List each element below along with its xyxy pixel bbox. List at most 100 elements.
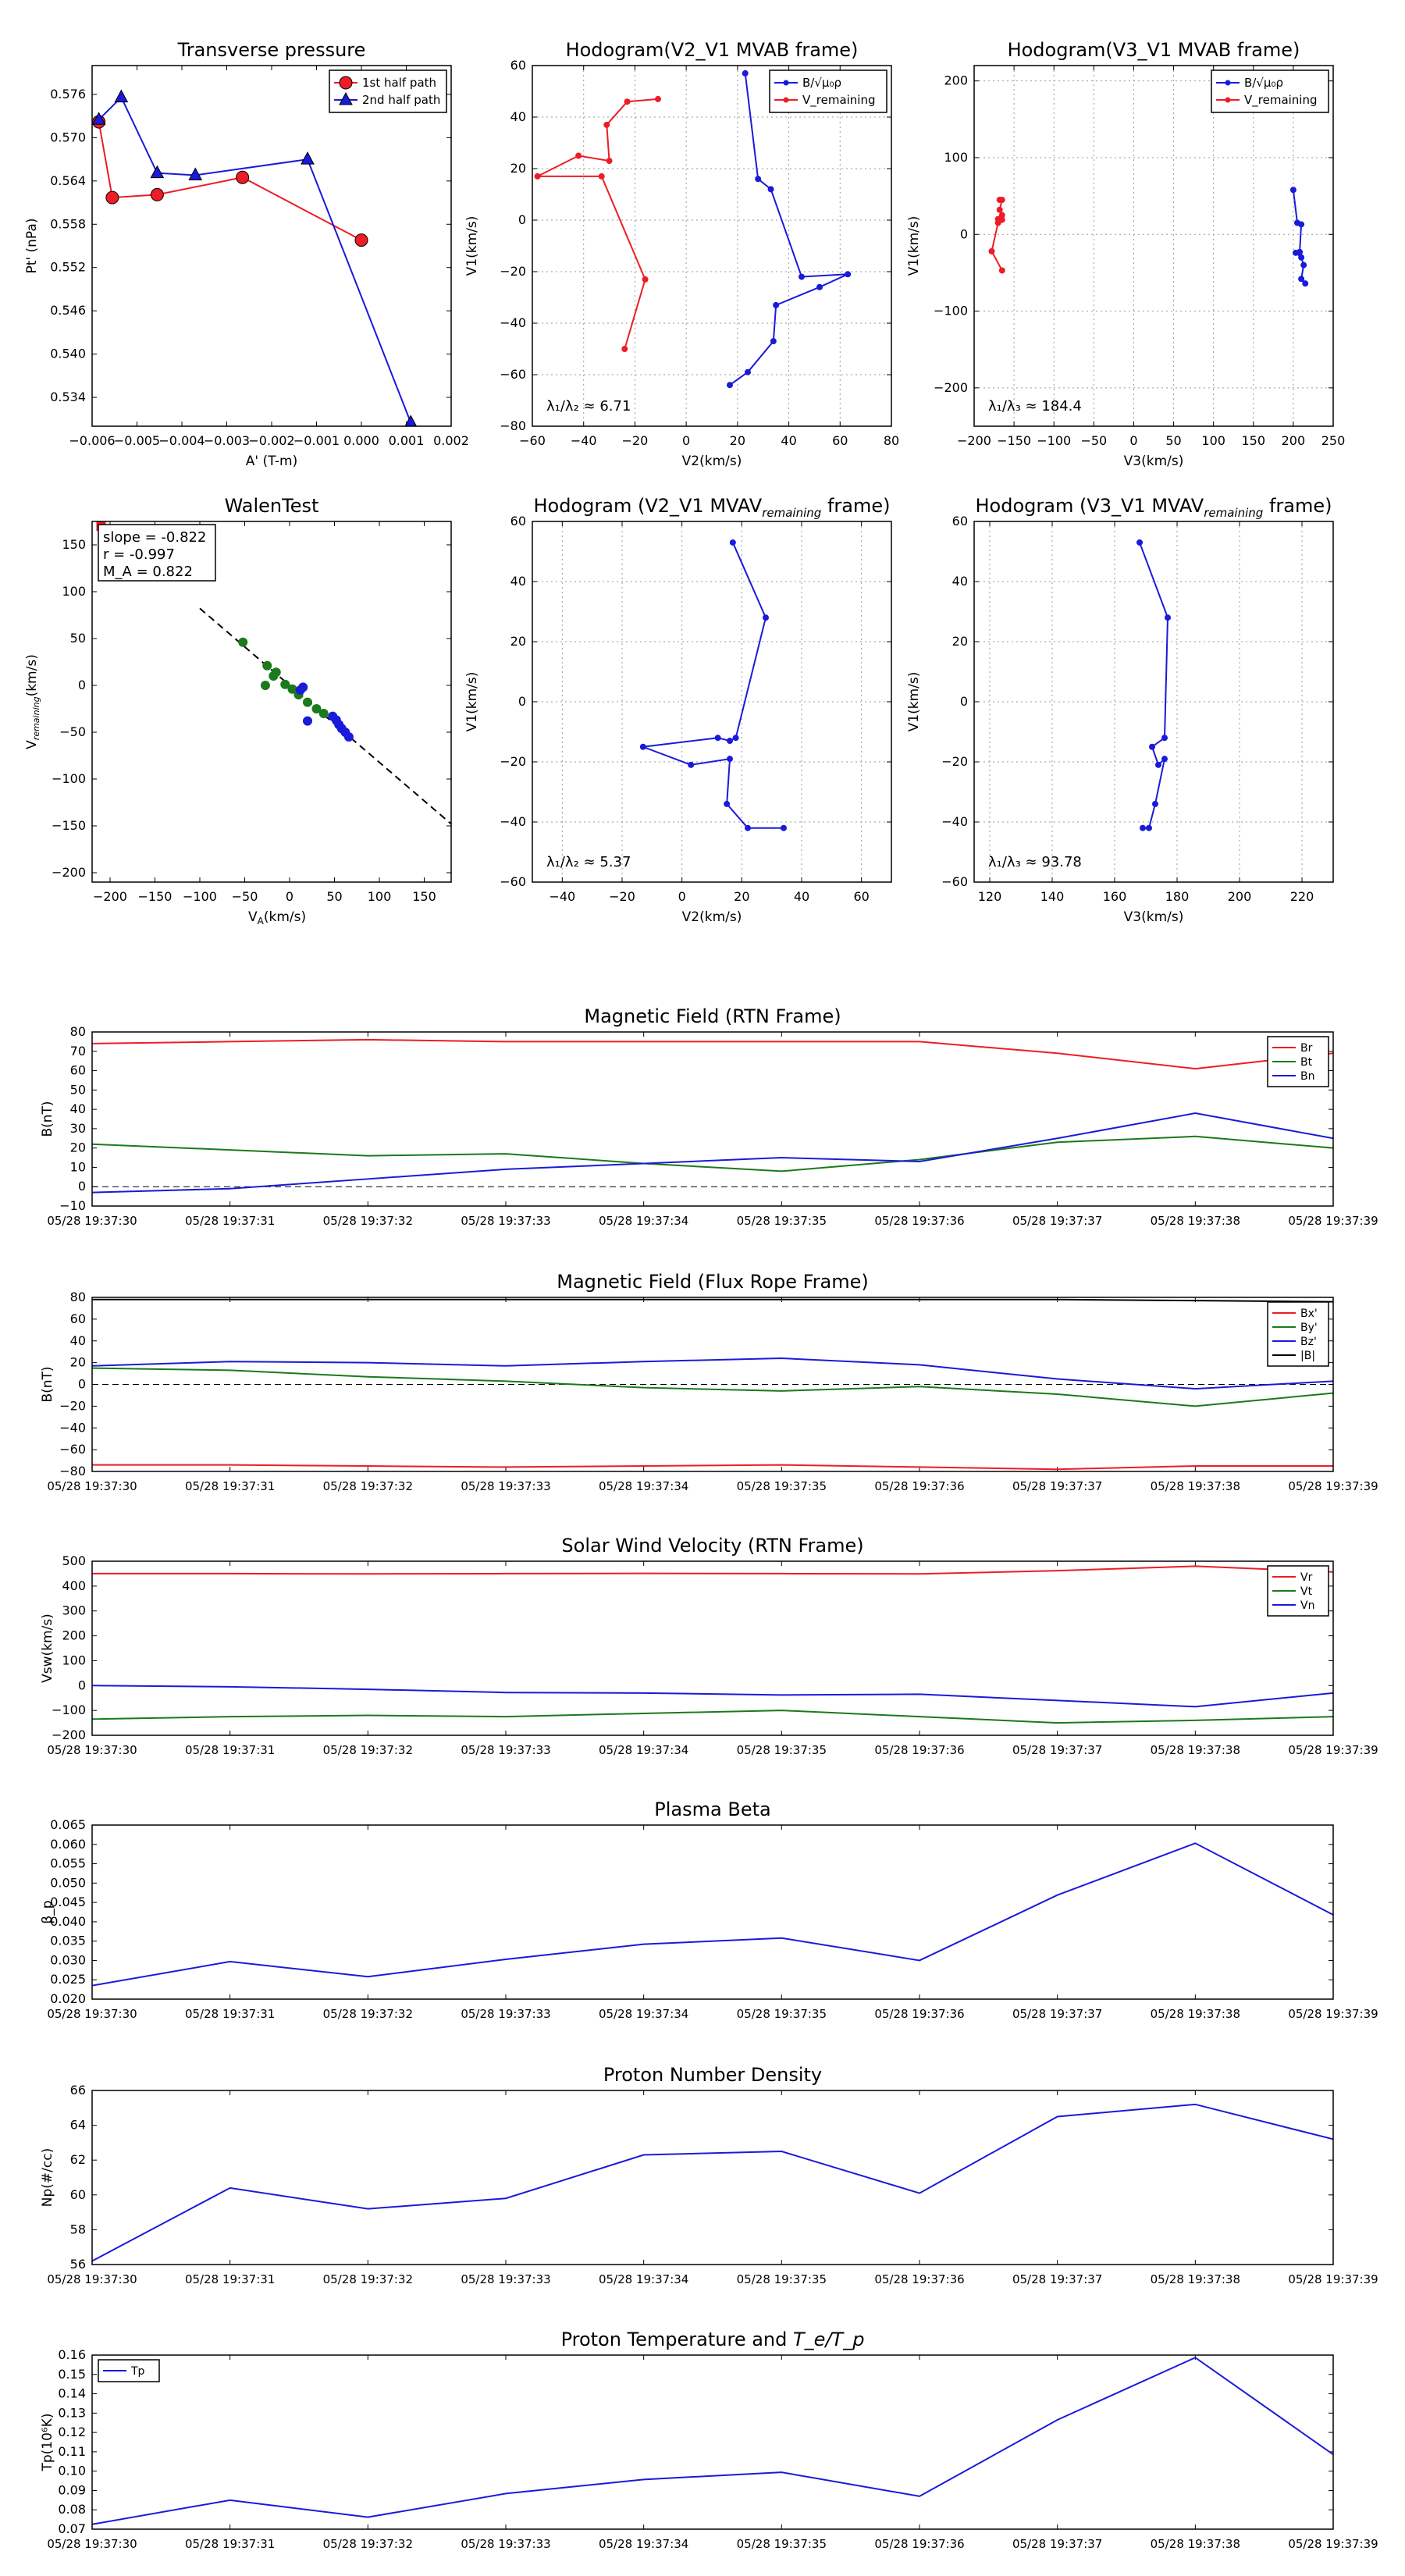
y-tick-label: −60: [500, 367, 526, 382]
series-line: [92, 1685, 1333, 1708]
y-tick-label: −40: [500, 814, 526, 829]
data-point: [621, 346, 628, 352]
y-tick-label: 0.12: [58, 2425, 86, 2439]
y-tick-label: 20: [70, 1355, 86, 1370]
y-tick-label: −10: [59, 1198, 86, 1213]
y-tick-label: −60: [59, 1442, 86, 1457]
y-tick-label: 0.14: [58, 2386, 86, 2401]
x-tick-label: 05/28 19:37:32: [323, 2272, 413, 2286]
y-axis-label: Vremaining(km/s): [24, 654, 41, 749]
series-proton-number-density-0: [92, 2103, 1333, 2262]
data-point: [303, 716, 312, 726]
data-point: [1298, 221, 1305, 228]
data-point: [598, 173, 605, 180]
y-tick-label: 0.065: [50, 1817, 86, 1832]
legend-marker: [339, 91, 353, 105]
x-tick-label: 05/28 19:37:39: [1288, 2272, 1378, 2286]
chart-title: Magnetic Field (Flux Rope Frame): [557, 1271, 868, 1293]
plot-frame: [91, 1297, 1334, 1472]
y-tick-label: 200: [62, 1628, 86, 1643]
y-tick-label: 300: [62, 1603, 86, 1618]
y-tick-label: 20: [510, 634, 526, 649]
y-tick-label: −40: [941, 814, 968, 829]
y-tick-label: 20: [952, 634, 968, 649]
x-tick-label: 05/28 19:37:39: [1288, 2537, 1378, 2551]
data-point: [262, 660, 272, 671]
x-tick-label: 05/28 19:37:33: [461, 2272, 550, 2286]
data-point: [1152, 800, 1158, 807]
annotation-line: slope = -0.822: [103, 529, 206, 546]
data-point: [781, 824, 787, 831]
chart-solar-wind-velocity: 05/28 19:37:30 05/28 19:37:31 05/28 19:37:…: [40, 1535, 1378, 1757]
y-tick-label: 0.035: [50, 1934, 86, 1948]
data-point: [727, 756, 733, 763]
x-tick-label: 05/28 19:37:37: [1012, 1214, 1102, 1228]
legend-marker: [783, 80, 789, 86]
x-tick-label: 05/28 19:37:35: [737, 2272, 827, 2286]
y-tick-label: 40: [952, 574, 968, 589]
x-tick-label: 05/28 19:37:31: [185, 2007, 275, 2021]
data-point: [343, 732, 354, 742]
data-point: [260, 681, 270, 690]
y-tick-label: −200: [934, 380, 968, 395]
y-axis-label: Pt' (nPa): [24, 219, 40, 274]
x-tick-label: 160: [1103, 889, 1127, 904]
y-tick-label: −80: [500, 418, 526, 433]
data-point: [732, 735, 739, 742]
x-tick-label: −20: [622, 433, 649, 448]
series-line: [98, 95, 412, 423]
plot-frame: [91, 65, 452, 427]
y-axis-label: V1(km/s): [464, 672, 480, 732]
x-tick-label: 250: [1321, 433, 1346, 448]
x-tick-label: −100: [183, 889, 217, 904]
series-line: [92, 1357, 1333, 1390]
x-tick-label: 0: [1129, 433, 1137, 448]
data-point: [763, 614, 769, 621]
y-tick-label: 64: [70, 2118, 86, 2133]
y-tick-label: −40: [59, 1420, 86, 1435]
y-tick-label: 0.534: [50, 390, 86, 404]
data-point: [655, 95, 661, 102]
data-point: [354, 233, 368, 247]
series-line: [92, 1464, 1333, 1471]
y-tick-label: −20: [500, 264, 526, 279]
x-tick-label: 05/28 19:37:39: [1288, 1743, 1378, 1757]
data-point: [1298, 254, 1305, 261]
y-tick-label: −20: [59, 1398, 86, 1413]
chart-proton-number-density: 05/28 19:37:30 05/28 19:37:31 05/28 19:37:…: [40, 2064, 1378, 2286]
x-tick-label: 40: [781, 433, 796, 448]
plot-frame: [532, 65, 892, 427]
x-tick-label: 05/28 19:37:36: [874, 2272, 964, 2286]
y-tick-label: 0: [78, 678, 86, 692]
data-point: [998, 267, 1005, 274]
annotation-line: r = -0.997: [103, 546, 175, 563]
x-tick-label: 0.002: [433, 433, 469, 448]
data-point: [534, 173, 541, 180]
y-tick-label: 0: [518, 694, 526, 709]
x-tick-label: 180: [1165, 889, 1190, 904]
x-tick-label: 150: [412, 889, 436, 904]
y-tick-label: 0.050: [50, 1875, 86, 1890]
data-point: [773, 301, 780, 308]
x-tick-label: −0.004: [158, 433, 205, 448]
y-tick-label: 0.13: [58, 2405, 86, 2420]
data-point: [727, 738, 733, 745]
legend-label: Bx': [1300, 1308, 1318, 1320]
y-tick-label: 0.540: [50, 347, 86, 361]
y-tick-label: 0.060: [50, 1837, 86, 1852]
annotation-line: M_A = 0.822: [103, 564, 193, 580]
legend: B/√μ₀ρ V_remaining: [1211, 69, 1329, 113]
x-tick-label: 0.000: [343, 433, 379, 448]
legend-label: 1st half path: [362, 76, 436, 90]
x-tick-label: 05/28 19:37:37: [1012, 2537, 1102, 2551]
y-tick-label: 0.552: [50, 260, 86, 275]
data-point: [150, 165, 165, 179]
y-tick-label: 10: [70, 1159, 86, 1174]
chart-title: Proton Number Density: [603, 2064, 822, 2086]
x-tick-label: 05/28 19:37:35: [737, 1479, 827, 1493]
x-tick-label: 05/28 19:37:35: [737, 1214, 827, 1228]
x-tick-label: −150: [138, 889, 173, 904]
x-tick-label: −20: [609, 889, 635, 904]
data-point: [114, 89, 129, 103]
